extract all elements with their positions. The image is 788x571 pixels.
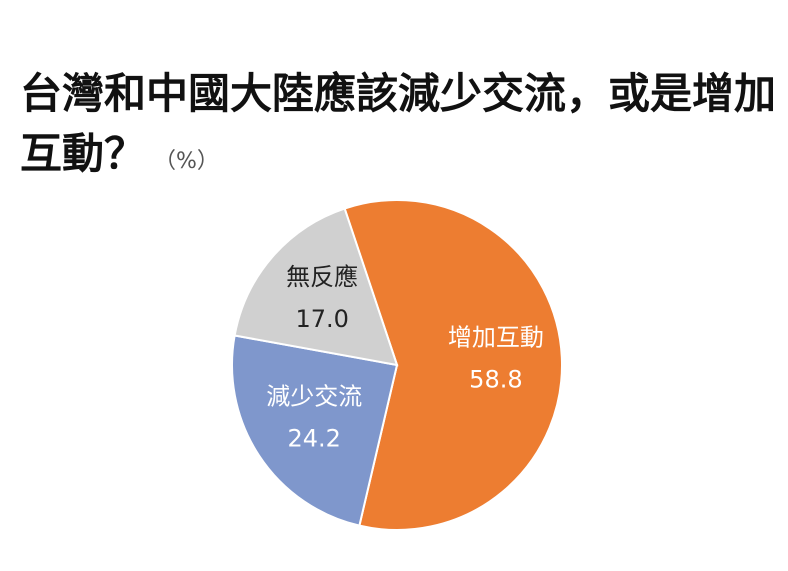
chart-title: 台灣和中國大陸應該減少交流，或是增加互動？	[20, 69, 777, 178]
value-label: 24.2	[287, 424, 340, 452]
value-label: 58.8	[469, 365, 522, 393]
pie-slice	[233, 207, 399, 367]
slice-label: 無反應	[286, 263, 358, 291]
value-label: 17.0	[295, 305, 348, 333]
pie-slice	[343, 199, 563, 531]
pie-slice	[231, 334, 399, 527]
slice-label: 減少交流	[266, 382, 362, 410]
chart-title-box: 台灣和中國大陸應該減少交流，或是增加互動？ （%）	[20, 64, 780, 192]
slice-label: 增加互動	[448, 323, 544, 351]
chart-subtitle: （%）	[154, 149, 219, 174]
